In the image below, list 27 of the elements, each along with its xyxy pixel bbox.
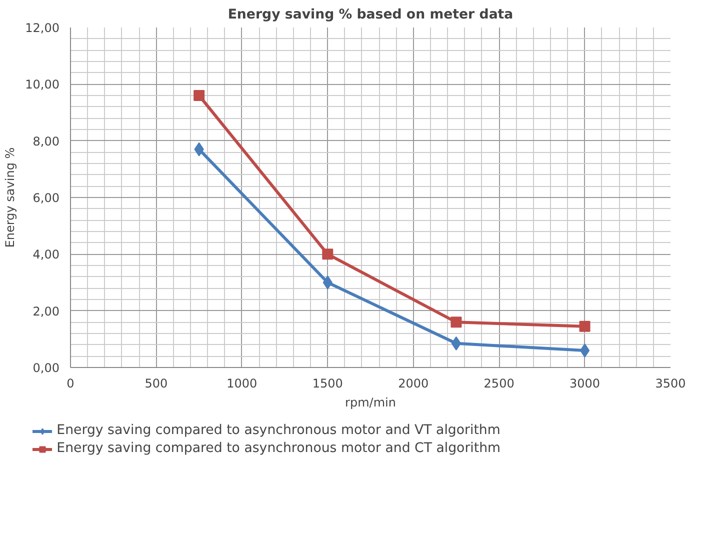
point bbox=[580, 344, 590, 358]
y-tick-label: 2,00 bbox=[32, 304, 60, 318]
y-axis-title: Energy saving % bbox=[3, 147, 18, 248]
x-tick-label: 3500 bbox=[655, 376, 686, 390]
y-tick-label: 8,00 bbox=[32, 134, 60, 148]
point bbox=[322, 276, 332, 290]
x-tick-label: 2000 bbox=[398, 376, 429, 390]
point bbox=[579, 320, 590, 332]
point bbox=[194, 90, 205, 101]
y-tick-label: 12,00 bbox=[25, 21, 60, 35]
legend-label: Energy saving compared to asynchronous motor and VT algorithm bbox=[56, 423, 500, 438]
x-tick-label: 0 bbox=[66, 376, 74, 390]
x-tick-label: 1500 bbox=[312, 376, 343, 390]
x-axis-title: rpm/min bbox=[345, 396, 396, 410]
y-tick-label: 10,00 bbox=[25, 78, 60, 92]
x-tick-label: 2500 bbox=[484, 376, 514, 390]
y-tick-label: 6,00 bbox=[32, 191, 60, 205]
chart-title: Energy saving % based on meter data bbox=[228, 8, 514, 22]
y-tick-label: 4,00 bbox=[32, 248, 60, 262]
x-tick-label: 500 bbox=[144, 376, 168, 390]
x-tick-label: 1000 bbox=[226, 376, 258, 390]
point bbox=[322, 248, 334, 260]
x-tick-label: 3000 bbox=[570, 376, 600, 390]
legend-label: Energy saving compared to asynchronous motor and CT algorithm bbox=[56, 441, 501, 456]
y-tick-label: 0,00 bbox=[32, 361, 60, 375]
point bbox=[450, 316, 462, 328]
point bbox=[451, 336, 462, 350]
